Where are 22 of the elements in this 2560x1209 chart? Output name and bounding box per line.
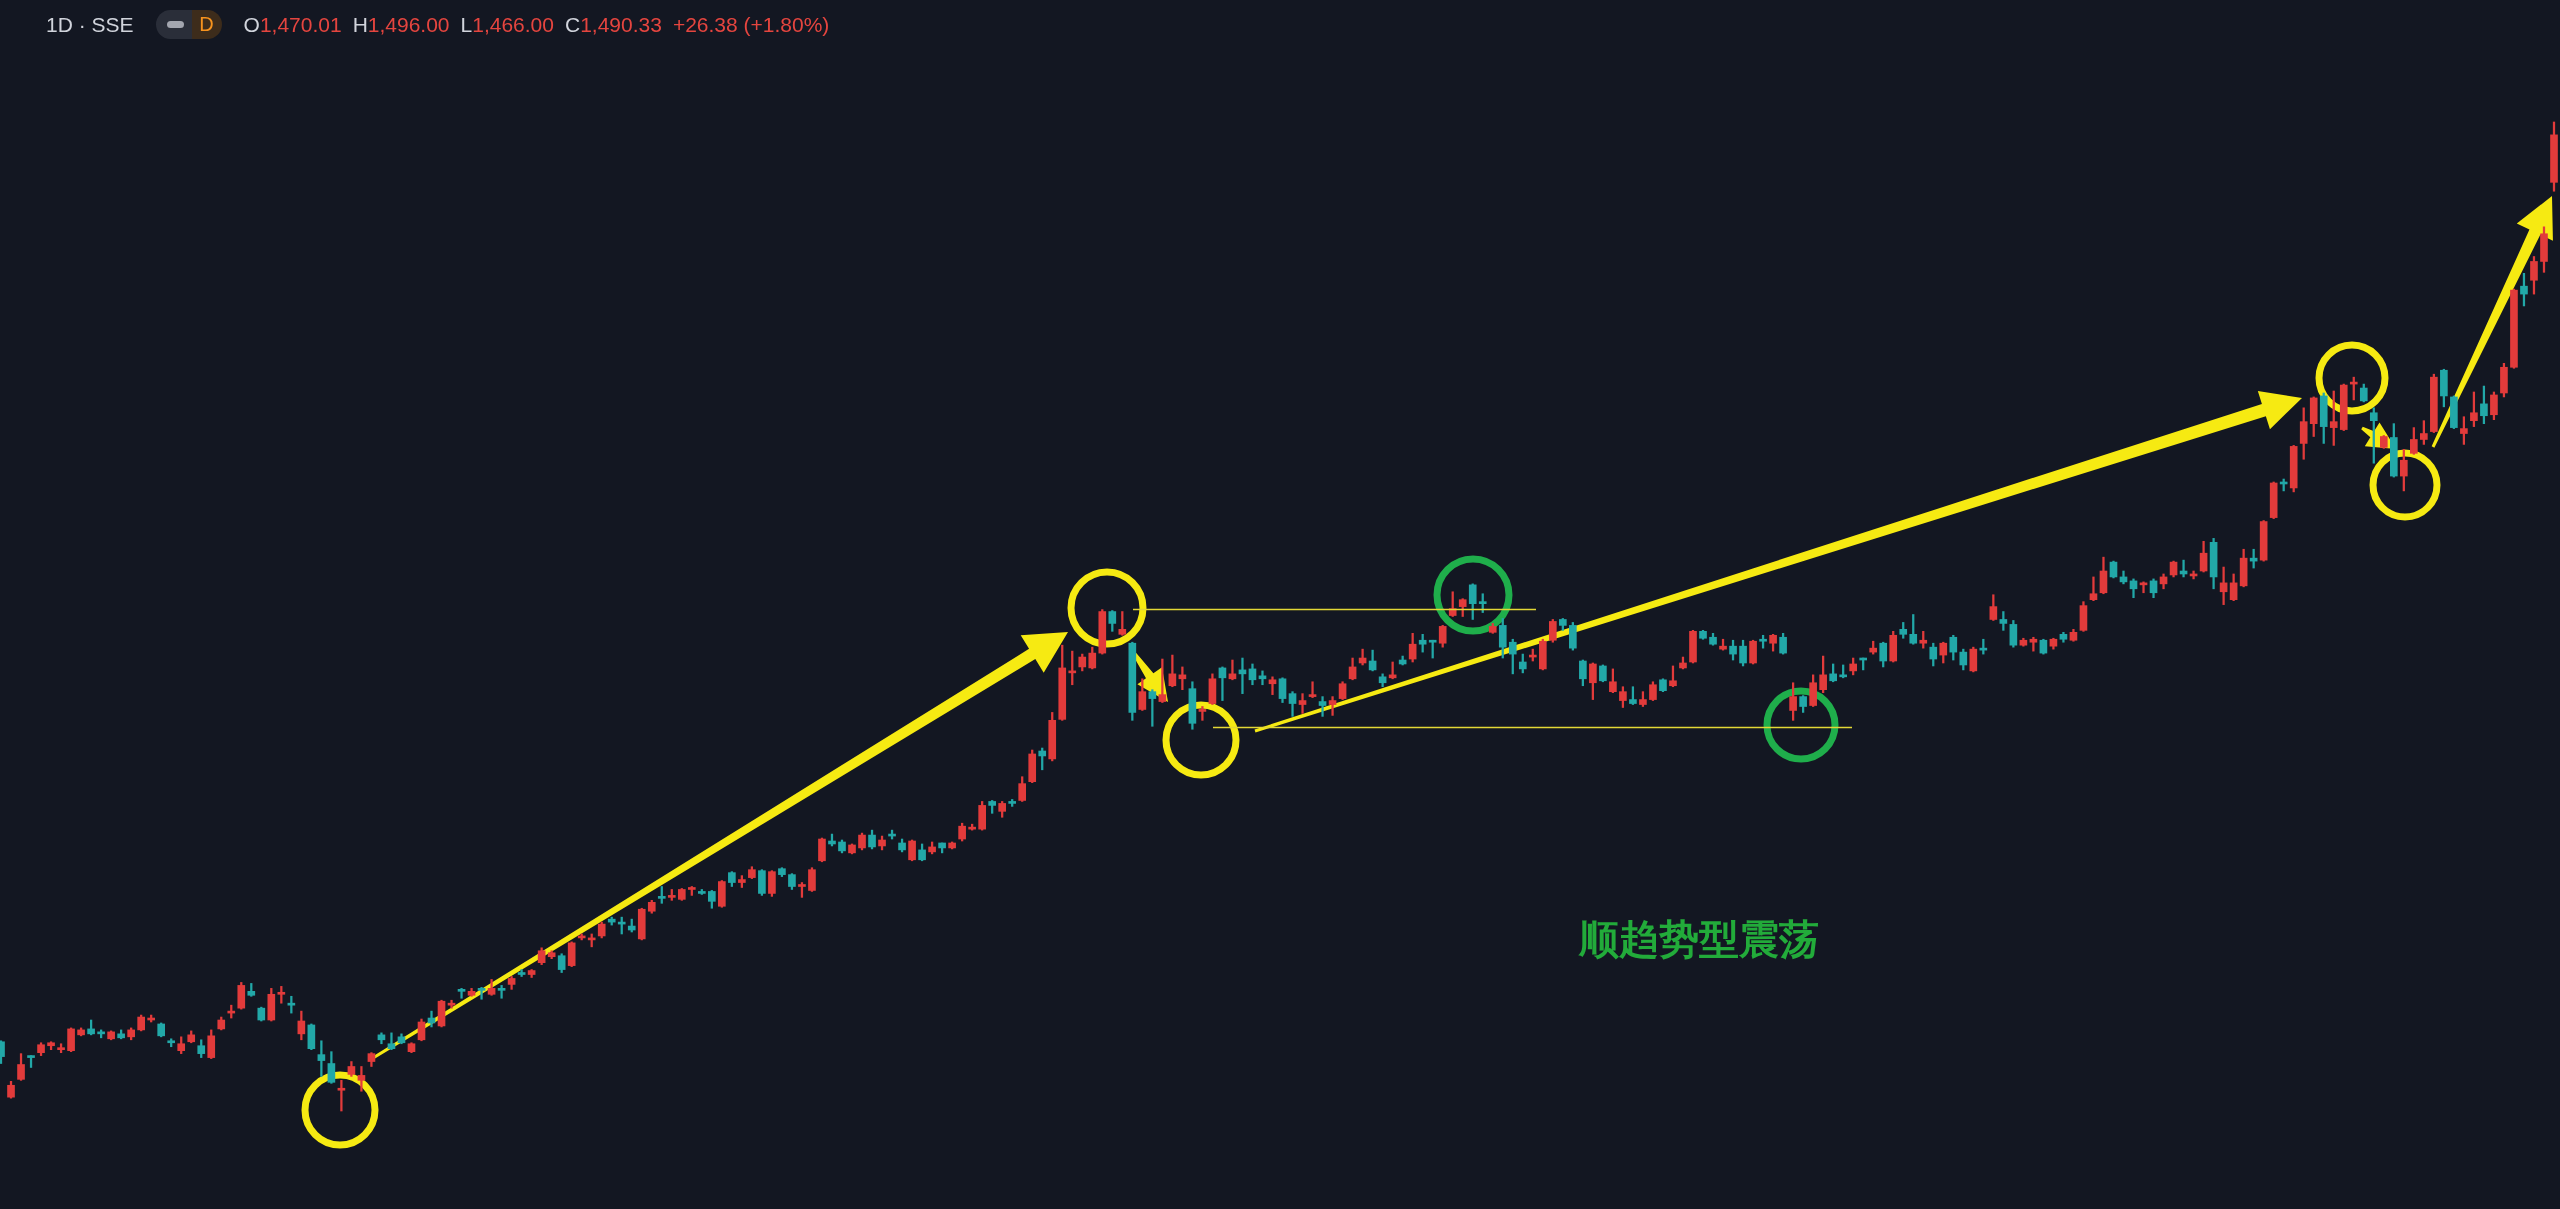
candlestick [457, 988, 466, 999]
candlestick [317, 1040, 326, 1077]
text: D [191, 10, 222, 39]
candlestick [477, 987, 486, 1000]
candlestick [1298, 693, 1307, 714]
candlestick [497, 985, 506, 999]
candlestick [2029, 636, 2038, 652]
candlestick [1308, 681, 1317, 698]
candlestick [337, 1080, 346, 1112]
candlestick [357, 1066, 366, 1092]
text: H1,496.00 [352, 12, 450, 37]
annotation: 顺趋势型震荡 [1579, 915, 1819, 964]
candlestick [2089, 576, 2098, 602]
text: L1,466.00 [460, 12, 554, 37]
candlestick [1318, 696, 1327, 717]
candlestick [1328, 696, 1337, 716]
text: O1,470.01 [243, 12, 342, 37]
candlestick [1198, 706, 1207, 721]
candlestick [1268, 676, 1277, 695]
chart-title: 1D · SSE [46, 12, 134, 37]
text: C1,490.33 [564, 12, 662, 37]
text: +26.38 (+1.80%) [672, 12, 830, 37]
